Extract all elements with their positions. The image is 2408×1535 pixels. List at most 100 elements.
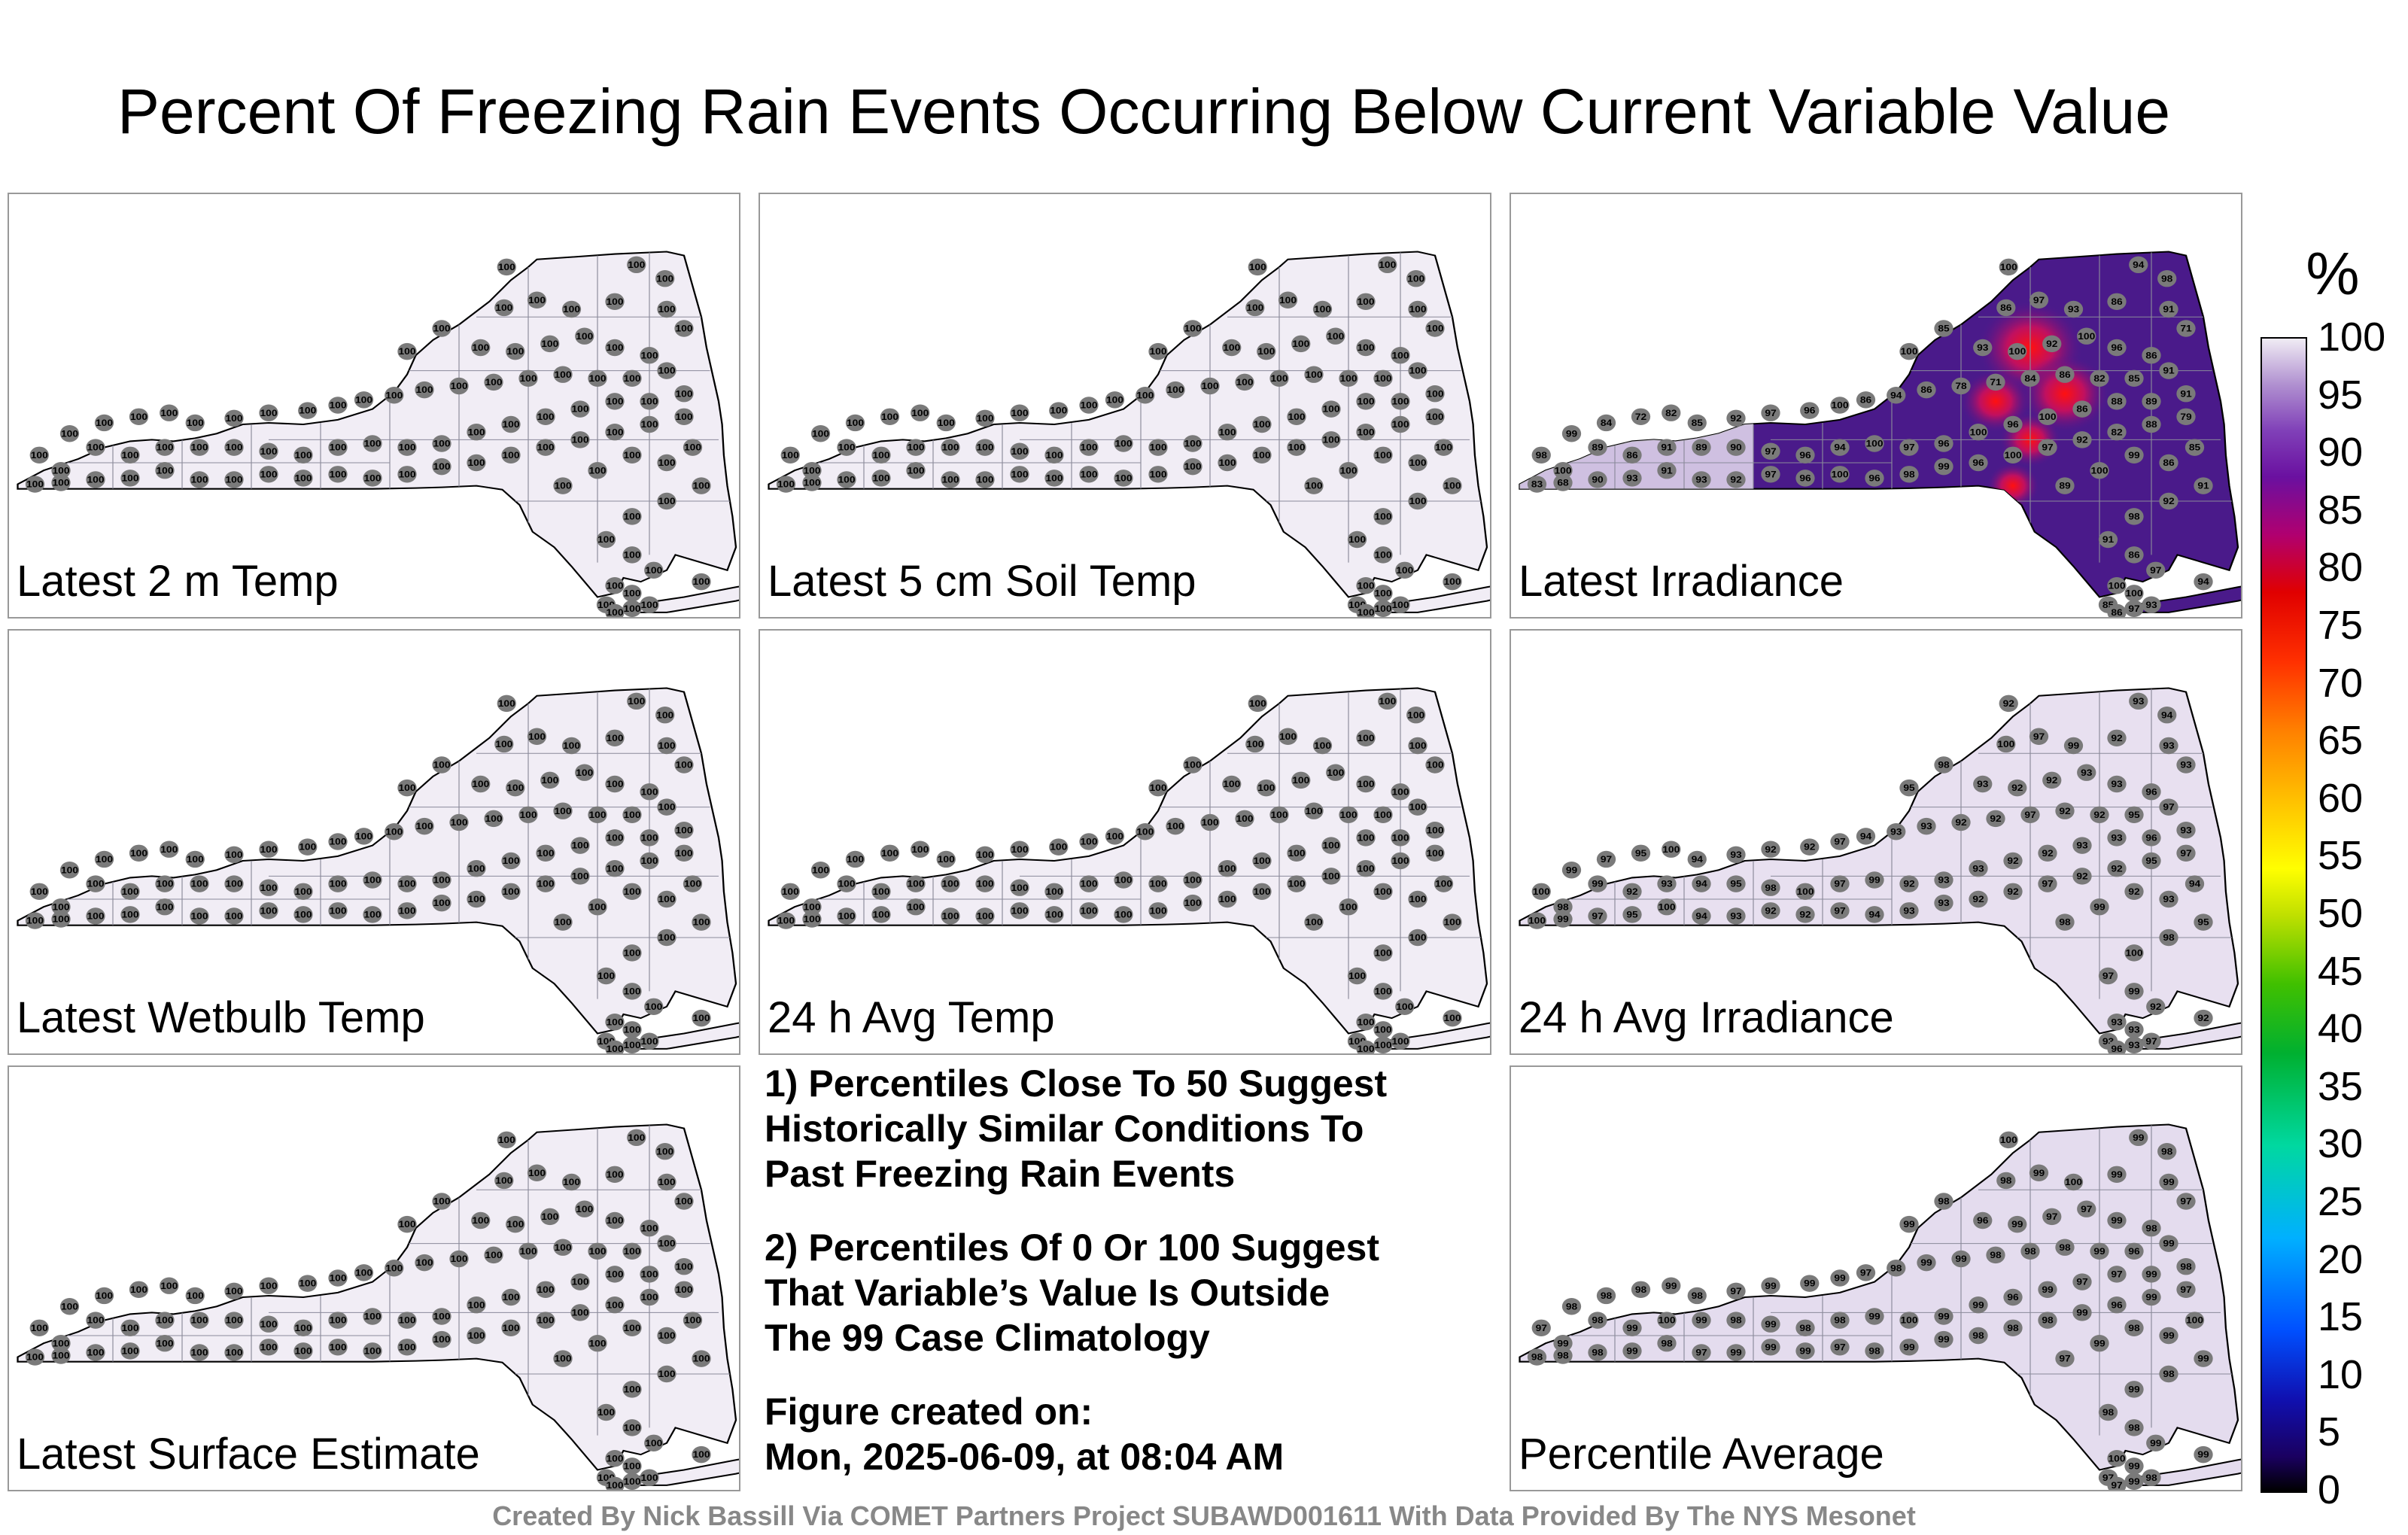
station-value: 98: [2145, 1223, 2157, 1233]
station-marker: [497, 258, 516, 276]
station-value: 100: [329, 878, 346, 889]
station-value: 95: [1626, 909, 1637, 919]
station-marker: [1356, 729, 1376, 747]
station-marker: [1588, 875, 1607, 892]
station-marker: [1662, 840, 1681, 858]
station-value: 100: [299, 841, 316, 852]
station-value: 93: [2163, 894, 2174, 904]
station-value: 96: [2111, 342, 2122, 353]
station-value: 92: [2046, 775, 2057, 786]
station-marker: [29, 1319, 49, 1337]
station-value: 100: [1426, 759, 1443, 770]
station-marker: [2124, 806, 2144, 824]
station-marker: [2003, 883, 2023, 901]
station-marker: [1795, 906, 1815, 923]
station-value: 100: [623, 947, 640, 958]
station-marker: [2107, 1476, 2127, 1490]
station-marker: [501, 415, 521, 433]
station-value: 100: [1374, 986, 1391, 996]
station-marker: [397, 902, 417, 919]
panel-label: Latest 5 cm Soil Temp: [768, 557, 1196, 606]
station-value: 100: [1426, 412, 1443, 422]
station-marker: [1391, 596, 1410, 613]
station-marker: [810, 862, 831, 879]
station-value: 96: [2007, 1292, 2018, 1302]
station-marker: [622, 446, 642, 464]
station-marker: [1899, 779, 1919, 797]
station-value: 100: [506, 1219, 524, 1230]
station-marker: [1443, 477, 1462, 494]
station-marker: [1999, 1131, 2018, 1149]
station-marker: [2042, 1208, 2062, 1226]
colorbar-tick-label: 65: [2318, 718, 2364, 764]
station-marker: [1373, 1036, 1393, 1053]
station-value: 99: [1765, 1281, 1776, 1291]
station-value: 100: [87, 1347, 104, 1357]
station-value: 100: [467, 863, 485, 874]
station-value: 100: [623, 450, 640, 460]
station-marker: [1148, 439, 1168, 456]
station-marker: [2090, 1334, 2109, 1352]
station-marker: [293, 883, 313, 901]
station-value: 100: [1391, 419, 1409, 430]
station-value: 98: [1536, 450, 1547, 460]
station-marker: [1079, 902, 1099, 919]
station-value: 96: [1799, 450, 1811, 460]
station-value: 100: [907, 442, 924, 452]
station-value: 100: [640, 350, 658, 360]
station-value: 100: [2186, 1315, 2203, 1325]
station-marker: [588, 806, 607, 824]
station-marker: [1391, 829, 1410, 847]
station-value: 100: [87, 910, 104, 921]
station-value: 100: [1831, 469, 1848, 479]
station-marker: [1934, 320, 1953, 337]
station-marker: [2124, 600, 2144, 617]
station-value: 95: [1903, 783, 1914, 793]
station-value: 100: [329, 400, 346, 410]
station-value: 100: [1218, 427, 1236, 437]
station-marker: [1830, 1312, 1850, 1329]
station-value: 100: [415, 821, 433, 831]
station-value: 100: [588, 1338, 606, 1348]
station-value: 100: [812, 865, 829, 875]
station-marker: [1406, 706, 1426, 724]
station-marker: [692, 477, 711, 494]
station-marker: [605, 829, 625, 847]
station-marker: [596, 530, 616, 549]
station-marker: [640, 1219, 659, 1237]
station-value: 100: [537, 412, 554, 422]
station-value: 100: [31, 450, 48, 460]
station-value: 97: [2180, 1284, 2191, 1295]
station-value: 100: [597, 534, 615, 545]
station-marker: [86, 907, 105, 925]
station-marker: [1934, 1330, 1953, 1348]
station-value: 100: [554, 369, 571, 380]
station-value: 100: [1149, 442, 1166, 452]
station-marker: [588, 369, 607, 388]
station-value: 100: [1184, 898, 1201, 908]
station-value: 100: [675, 825, 692, 835]
station-value: 100: [1327, 768, 1344, 778]
station-marker: [1657, 898, 1677, 916]
station-marker: [1969, 423, 1988, 441]
station-value: 99: [2042, 1284, 2053, 1295]
station-value: 98: [2163, 932, 2174, 943]
station-value: 100: [623, 886, 640, 897]
station-value: 100: [1288, 442, 1305, 452]
station-value: 100: [606, 1480, 623, 1491]
station-value: 100: [329, 442, 346, 452]
station-marker: [1235, 373, 1254, 391]
station-marker: [2107, 1013, 2127, 1031]
station-value: 100: [225, 1315, 242, 1325]
station-value: 100: [190, 1347, 208, 1357]
station-value: 92: [2197, 1013, 2209, 1023]
station-marker: [1391, 783, 1410, 801]
station-marker: [1934, 871, 1953, 889]
station-marker: [845, 850, 865, 868]
station-value: 100: [692, 1449, 710, 1460]
station-value: 100: [571, 840, 588, 850]
station-value: 99: [1868, 874, 1880, 885]
station-value: 92: [2111, 733, 2122, 743]
station-value: 100: [976, 878, 993, 889]
station-value: 85: [1938, 323, 1949, 333]
